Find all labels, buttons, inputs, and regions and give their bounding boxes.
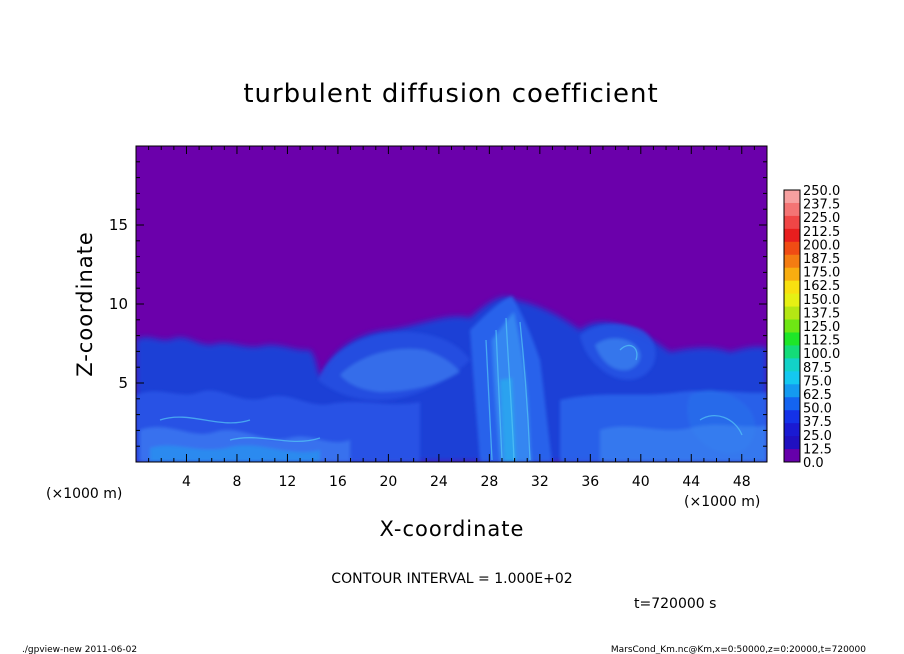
colorbar-label: 162.5 (803, 279, 840, 294)
colorbar-label: 225.0 (803, 211, 840, 226)
colorbar-swatch (784, 267, 800, 282)
colorbar-swatch (784, 410, 800, 424)
colorbar-swatch (784, 319, 800, 333)
chart-title: turbulent diffusion coefficient (243, 79, 658, 109)
colorbar: 250.0237.5225.0212.5200.0187.5175.0162.5… (783, 184, 840, 471)
colorbar-label: 200.0 (803, 238, 840, 253)
colorbar-swatch (784, 423, 800, 437)
x-tick-label: 40 (632, 474, 650, 490)
x-tick-label: 16 (329, 474, 347, 490)
colorbar-label: 50.0 (803, 402, 832, 417)
x-tick-label: 24 (430, 474, 448, 490)
colorbar-swatch (784, 345, 800, 359)
x-tick-label: 36 (581, 474, 599, 490)
x-axis-label: X-coordinate (380, 517, 525, 541)
time-label: t=720000 s (634, 596, 716, 612)
colorbar-label: 100.0 (803, 347, 840, 362)
x-axis-unit-right: (×1000 m) (684, 494, 760, 510)
colorbar-label: 250.0 (803, 184, 840, 199)
x-tick-label: 28 (480, 474, 498, 490)
x-axis: 4 8 12 16 20 24 28 32 36 40 44 48 (148, 146, 755, 490)
colorbar-label: 87.5 (803, 361, 832, 376)
x-tick-label: 48 (733, 474, 751, 490)
colorbar-swatch (784, 254, 800, 269)
x-tick-label: 4 (182, 474, 191, 490)
colorbar-swatch (784, 293, 800, 308)
colorbar-label: 37.5 (803, 415, 832, 430)
x-tick-label: 32 (531, 474, 549, 490)
x-tick-label: 8 (232, 474, 241, 490)
colorbar-label: 175.0 (803, 266, 840, 281)
x-axis-unit-left: (×1000 m) (46, 486, 122, 502)
colorbar-swatch (784, 202, 800, 217)
colorbar-label: 237.5 (803, 198, 840, 213)
colorbar-swatch (784, 306, 800, 321)
colorbar-label: 0.0 (803, 456, 824, 471)
colorbar-swatch (784, 241, 800, 256)
colorbar-swatch (784, 190, 800, 204)
colorbar-swatch (784, 384, 800, 398)
y-tick-label: 5 (118, 374, 128, 392)
colorbar-label: 187.5 (803, 252, 840, 267)
y-tick-label: 15 (109, 216, 128, 234)
colorbar-label: 125.0 (803, 320, 840, 335)
colorbar-swatch (784, 228, 800, 243)
colorbar-label: 25.0 (803, 429, 832, 444)
colorbar-label: 112.5 (803, 334, 840, 349)
colorbar-swatch (784, 436, 800, 450)
colorbar-swatch (784, 449, 800, 463)
colorbar-frame (783, 189, 801, 463)
colorbar-swatch (784, 397, 800, 411)
colorbar-swatch (784, 358, 800, 372)
colorbar-label: 12.5 (803, 442, 832, 457)
x-tick-label: 20 (379, 474, 397, 490)
plot-area (136, 146, 767, 462)
colorbar-label: 137.5 (803, 306, 840, 321)
colorbar-label: 212.5 (803, 225, 840, 240)
footer-right: MarsCond_Km.nc@Km,x=0:50000,z=0:20000,t=… (611, 645, 866, 654)
y-tick-label: 10 (109, 295, 128, 313)
colorbar-label: 150.0 (803, 293, 840, 308)
y-axis: 5 10 15 (109, 161, 767, 447)
colorbar-swatch (784, 215, 800, 230)
contour-interval-text: CONTOUR INTERVAL = 1.000E+02 (331, 571, 572, 587)
x-tick-label: 12 (279, 474, 297, 490)
x-tick-label: 44 (682, 474, 700, 490)
footer-left: ./gpview-new 2011-06-02 (22, 645, 137, 654)
y-axis-label: Z-coordinate (73, 231, 97, 377)
colorbar-swatch (784, 332, 800, 346)
colorbar-label: 75.0 (803, 374, 832, 389)
colorbar-swatch (784, 371, 800, 385)
colorbar-swatch (784, 280, 800, 295)
colorbar-label: 62.5 (803, 388, 832, 403)
